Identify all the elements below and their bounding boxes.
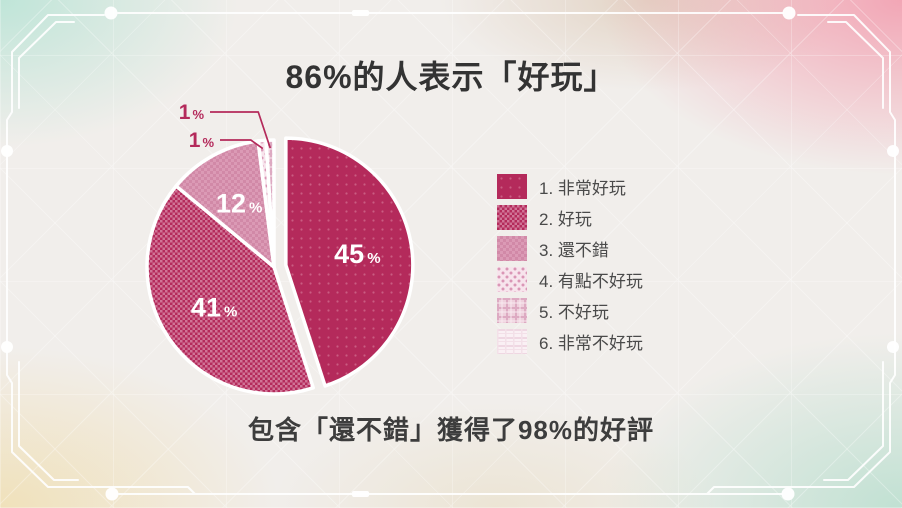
legend-swatch <box>497 205 527 230</box>
callout-value-label: 1% <box>179 101 205 124</box>
callout-line <box>210 111 272 149</box>
legend-swatch <box>497 267 527 292</box>
legend-label: 1. 非常好玩 <box>539 179 626 198</box>
legend-item: 3. 還不錯 <box>497 236 643 261</box>
pie-slice-value-label: 45% <box>334 239 380 269</box>
legend-label: 2. 好玩 <box>539 210 592 229</box>
callout-line <box>220 139 264 150</box>
legend-swatch <box>497 236 527 261</box>
pie-slice <box>264 138 276 269</box>
legend-label: 6. 非常不好玩 <box>539 334 643 353</box>
legend-item: 5. 不好玩 <box>497 298 643 323</box>
legend-swatch <box>497 298 527 323</box>
pie-slice-value-label: 41% <box>191 293 237 323</box>
legend-label: 3. 還不錯 <box>539 241 609 260</box>
legend-item: 4. 有點不好玩 <box>497 267 643 292</box>
footer-note: 包含「還不錯」獲得了98%的好評 <box>247 415 655 445</box>
pie-slice <box>284 136 415 388</box>
legend-swatch <box>497 329 527 354</box>
legend-swatch <box>497 174 527 199</box>
legend: 1. 非常好玩 2. 好玩 3. 還不錯 4. 有點不好玩 5. 不好玩 6. 非常不好玩 <box>497 174 643 360</box>
legend-label: 5. 不好玩 <box>539 303 609 322</box>
pie-slice-value-label: 12% <box>216 189 262 219</box>
page-title: 86%的人表示「好玩」 <box>285 59 617 95</box>
callout-value-label: 1% <box>189 129 215 152</box>
pie-slice <box>145 184 315 396</box>
legend-item: 2. 好玩 <box>497 205 643 230</box>
legend-item: 1. 非常好玩 <box>497 174 643 199</box>
legend-item: 6. 非常不好玩 <box>497 329 643 354</box>
legend-label: 4. 有點不好玩 <box>539 272 643 291</box>
